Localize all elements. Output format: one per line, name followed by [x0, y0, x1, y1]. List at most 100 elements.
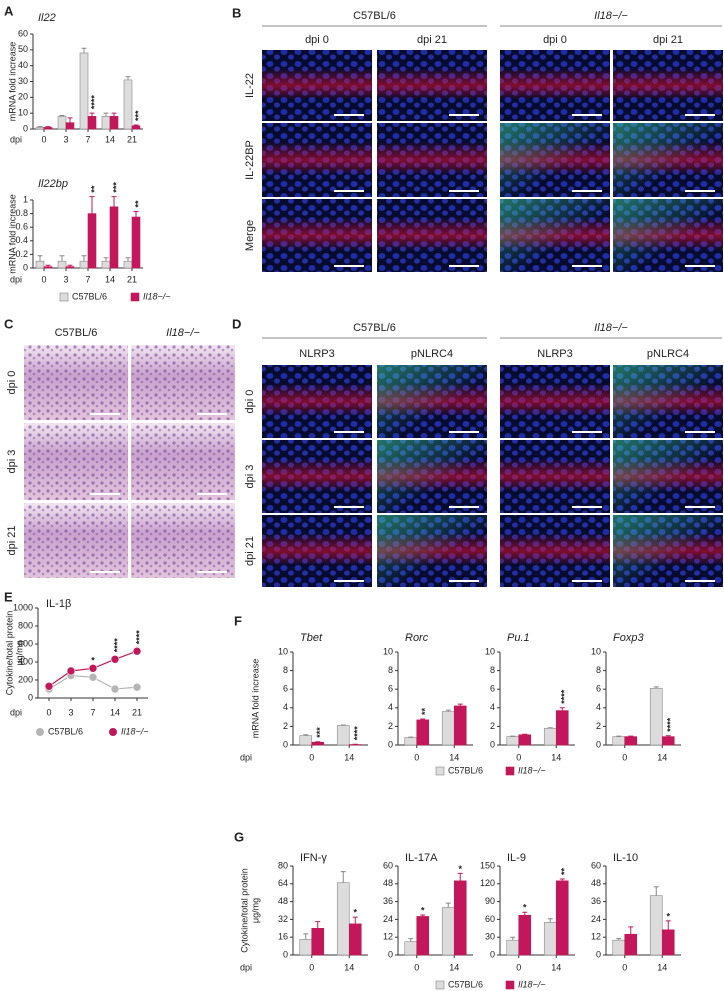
error-bar [420, 914, 426, 917]
x-tick-label: 14 [344, 752, 354, 762]
x-tick-label: 14 [449, 752, 459, 762]
legend-label: Il18−/− [518, 765, 546, 775]
y-tick-label: 90 [485, 896, 495, 906]
y-tick-label: 0 [28, 692, 33, 702]
error-bar [89, 112, 95, 117]
chart-title: Pu.1 [507, 632, 530, 644]
significance: **** [666, 717, 676, 732]
x-tick-label: 14 [344, 962, 354, 972]
significance: * [666, 911, 670, 921]
x-axis-label: dpi [10, 274, 22, 284]
bar [87, 213, 97, 269]
column-header: dpi 0 [543, 34, 567, 46]
micrograph-stain [262, 515, 372, 587]
y-tick-label: 2 [388, 721, 393, 731]
y-tick-label: 0.4 [15, 235, 28, 245]
error-bar [303, 734, 309, 736]
micrograph-stain [500, 199, 610, 272]
panel-label: F [234, 613, 242, 628]
y-tick-label: 10 [278, 646, 288, 656]
micrograph-stain [262, 123, 372, 197]
bar [123, 260, 133, 269]
x-tick-label: 14 [449, 962, 459, 972]
bar [404, 941, 418, 956]
micrograph-stain [377, 123, 487, 197]
micrograph-detail [24, 423, 128, 500]
legend-label: C57BL/6 [448, 765, 483, 775]
legend-swatch [109, 728, 117, 736]
micrograph-stain [262, 365, 372, 438]
y-tick-label: 120 [480, 878, 495, 888]
column-header: NLRP3 [299, 348, 334, 360]
bar [612, 736, 626, 746]
row-header: Merge [244, 220, 256, 251]
marker [132, 682, 142, 692]
row-header: dpi 0 [6, 371, 18, 395]
y-tick-label: 10 [18, 108, 28, 118]
legend-label: Il18−/− [518, 979, 546, 989]
micrograph-stain [262, 50, 372, 121]
bar [506, 736, 520, 746]
error-bar [445, 902, 451, 908]
micrograph-stain [500, 515, 610, 587]
column-header: C57BL/6 [55, 327, 98, 339]
chart-title: Rorc [405, 632, 429, 644]
y-tick-label: 0 [490, 739, 495, 749]
y-tick-label: 12 [383, 932, 393, 942]
error-bar [81, 255, 87, 262]
bar [453, 880, 467, 956]
error-bar [420, 718, 426, 720]
panel-label: B [232, 5, 241, 20]
legend-label: C57BL/6 [48, 726, 83, 736]
legend-label: Il18−/− [121, 726, 149, 736]
error-bar [352, 916, 358, 924]
panel-label: G [234, 829, 244, 844]
y-tick-label: 60 [18, 28, 28, 38]
y-tick-label: 0.8 [15, 208, 28, 218]
legend-swatch [505, 980, 515, 990]
micrograph-stain [613, 365, 723, 438]
bar [87, 116, 97, 130]
bar [441, 711, 455, 746]
bar [43, 266, 53, 269]
marker [132, 646, 142, 656]
bar [79, 260, 89, 269]
y-tick-label: 10 [383, 646, 393, 656]
y-tick-label: 4 [490, 702, 495, 712]
y-tick-label: 12 [591, 932, 601, 942]
bar [131, 216, 141, 269]
bar [336, 725, 350, 746]
error-bar [37, 255, 43, 262]
y-tick-label: 60 [591, 860, 601, 870]
column-header: Il18−/− [166, 327, 200, 339]
bar [518, 914, 532, 956]
chart-title: IL-10 [613, 852, 638, 864]
row-header: IL-22 [244, 73, 256, 98]
group-header: C57BL/6 [353, 322, 396, 334]
x-axis-label: dpi [10, 134, 22, 144]
y-tick-label: 0 [23, 262, 28, 272]
bar [311, 927, 325, 956]
micrograph-detail [131, 503, 235, 578]
bar [299, 735, 313, 746]
error-bar [81, 47, 87, 53]
significance: **** [560, 689, 570, 704]
x-tick-label: 14 [657, 962, 667, 972]
y-tick-label: 8 [490, 665, 495, 675]
x-axis-label: dpi [10, 707, 22, 717]
y-tick-label: 0 [283, 949, 288, 959]
error-bar [111, 196, 117, 207]
error-bar [103, 257, 109, 262]
bar [65, 122, 75, 130]
y-tick-label: 20 [18, 92, 28, 102]
y-tick-label: 4 [283, 702, 288, 712]
bar [453, 705, 467, 746]
micrograph-detail [24, 503, 128, 578]
y-tick-label: 2 [596, 721, 601, 731]
y-tick-label: 0.6 [15, 222, 28, 232]
error-bar [547, 918, 553, 923]
y-tick-label: 10 [591, 646, 601, 656]
y-tick-label: 8 [596, 665, 601, 675]
x-tick-label: 14 [551, 962, 561, 972]
